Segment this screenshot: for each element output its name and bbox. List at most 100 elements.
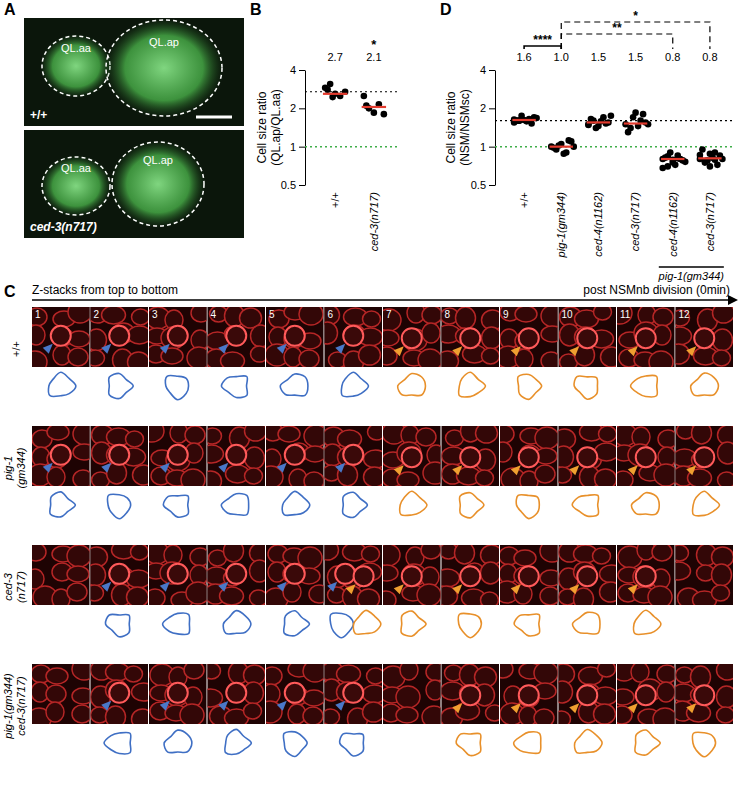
membrane <box>717 707 734 723</box>
target-cell <box>285 683 305 703</box>
row-label: ced-3(n717) <box>15 676 27 736</box>
membrane <box>653 308 673 326</box>
mean-label: 2.7 <box>327 51 342 63</box>
row-label: (n717) <box>15 571 27 603</box>
membrane <box>535 427 558 449</box>
arrowhead-blue <box>43 344 53 354</box>
membrane <box>515 307 537 322</box>
membrane <box>500 442 512 462</box>
cell-outline-orange <box>692 491 719 516</box>
membrane <box>91 585 104 601</box>
membrane <box>180 704 204 724</box>
membrane <box>559 681 573 703</box>
target-cell <box>519 566 539 586</box>
data-point <box>588 116 595 123</box>
y-tick-mark <box>489 108 495 109</box>
frame <box>617 540 675 608</box>
arrowhead-orange <box>346 584 356 594</box>
frame <box>559 542 624 610</box>
membrane <box>422 323 440 343</box>
cell-outline-blue <box>48 372 75 396</box>
y-tick-mark <box>489 185 495 186</box>
scale-bar <box>196 116 232 119</box>
y-axis: 0.5124 <box>471 64 496 191</box>
frame-texture <box>149 307 207 367</box>
membrane <box>224 545 244 562</box>
membrane <box>68 307 90 323</box>
cell-fluorescence <box>104 18 224 118</box>
mean-label: 1.5 <box>628 51 643 63</box>
membrane <box>303 690 324 706</box>
membrane <box>476 470 494 486</box>
membrane <box>593 548 611 564</box>
membrane <box>397 472 419 486</box>
frame-texture <box>149 426 205 486</box>
cell-outline-orange <box>572 495 598 517</box>
membrane <box>32 325 45 345</box>
y-tick-mark <box>299 70 305 71</box>
membrane <box>303 707 323 724</box>
arrowhead-blue <box>101 582 111 592</box>
x-axis: +/+pig-1(gm344)ced-4(n1162)ced-3(n717)ce… <box>518 192 716 259</box>
membrane <box>363 702 383 722</box>
target-cell <box>109 683 129 703</box>
x-tick: pig-1(gm344) <box>555 192 567 259</box>
target-cell <box>694 685 714 705</box>
cell-outline-orange <box>692 732 715 757</box>
target-cell <box>402 447 422 467</box>
frame-texture <box>617 426 675 486</box>
frame-number: 12 <box>679 309 691 320</box>
membrane <box>245 468 263 484</box>
membrane <box>617 689 634 705</box>
cell-outline-blue <box>221 376 247 398</box>
arrowhead-orange <box>686 703 696 713</box>
membrane <box>368 426 383 440</box>
target-cell <box>636 328 656 348</box>
y-tick: 1 <box>290 141 305 153</box>
frame-texture <box>208 307 266 367</box>
membrane <box>46 702 64 722</box>
data-point <box>593 125 600 132</box>
data-point <box>659 165 666 172</box>
frame <box>436 542 503 608</box>
membrane <box>652 545 672 561</box>
frame-number: 11 <box>620 309 631 320</box>
membrane <box>598 664 616 677</box>
frame-number: 10 <box>562 309 574 320</box>
membrane <box>500 664 513 678</box>
membrane <box>208 428 222 444</box>
cell-outline <box>42 157 110 215</box>
membrane <box>358 589 380 605</box>
cell-outline-blue <box>105 614 129 637</box>
mean-label: 1.5 <box>591 51 606 63</box>
frame <box>28 423 97 488</box>
frame-texture <box>559 426 617 486</box>
frame <box>613 424 678 489</box>
membrane <box>208 471 222 486</box>
cell-outline-blue <box>50 492 76 517</box>
arrowhead-blue <box>277 701 287 711</box>
frame-texture <box>442 664 500 724</box>
plot-area <box>495 109 735 171</box>
target-cell <box>285 564 305 584</box>
data-point <box>528 120 535 127</box>
cell-outline-blue <box>284 611 310 636</box>
cell-label: QL.aa <box>61 42 92 54</box>
membrane <box>46 668 68 684</box>
frame: 11 <box>608 302 675 373</box>
image-background <box>24 18 244 126</box>
data-point <box>324 86 331 93</box>
target-cell <box>460 566 480 586</box>
frame: 3 <box>146 304 211 369</box>
arrowhead-blue <box>335 701 345 711</box>
data-point <box>371 109 378 116</box>
target-cell <box>577 566 597 586</box>
panel-label: D <box>440 1 452 18</box>
image-background <box>24 130 244 238</box>
arrowhead-blue <box>277 582 287 592</box>
y-tick: 0.5 <box>471 179 495 191</box>
frame <box>91 425 155 488</box>
target-cell <box>51 326 71 346</box>
median-line <box>550 146 573 148</box>
target-cell <box>285 445 305 465</box>
